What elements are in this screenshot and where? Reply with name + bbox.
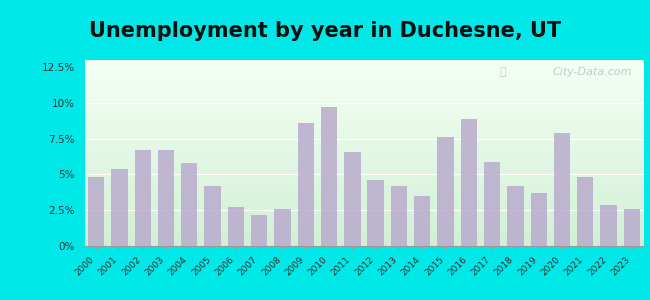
Bar (484, 162, 500, 246)
Bar (367, 180, 383, 246)
Bar (135, 150, 151, 246)
Bar (111, 169, 127, 246)
Text: City-Data.com: City-Data.com (552, 68, 632, 77)
Bar (158, 150, 174, 246)
Bar (205, 186, 221, 246)
Bar (274, 209, 291, 246)
Text: Unemployment by year in Duchesne, UT: Unemployment by year in Duchesne, UT (89, 21, 561, 41)
Bar (414, 196, 430, 246)
Bar (577, 177, 593, 246)
Bar (298, 123, 314, 246)
Bar (227, 207, 244, 246)
Bar (530, 193, 547, 246)
Bar (88, 177, 104, 246)
Bar (601, 205, 617, 246)
Bar (461, 119, 477, 246)
Text: ⓘ: ⓘ (500, 68, 506, 77)
Bar (251, 214, 267, 246)
Bar (437, 137, 454, 246)
Bar (391, 186, 407, 246)
Bar (554, 133, 570, 246)
Bar (181, 163, 198, 246)
Bar (624, 209, 640, 246)
Bar (344, 152, 361, 246)
Bar (507, 186, 523, 246)
Bar (321, 107, 337, 246)
